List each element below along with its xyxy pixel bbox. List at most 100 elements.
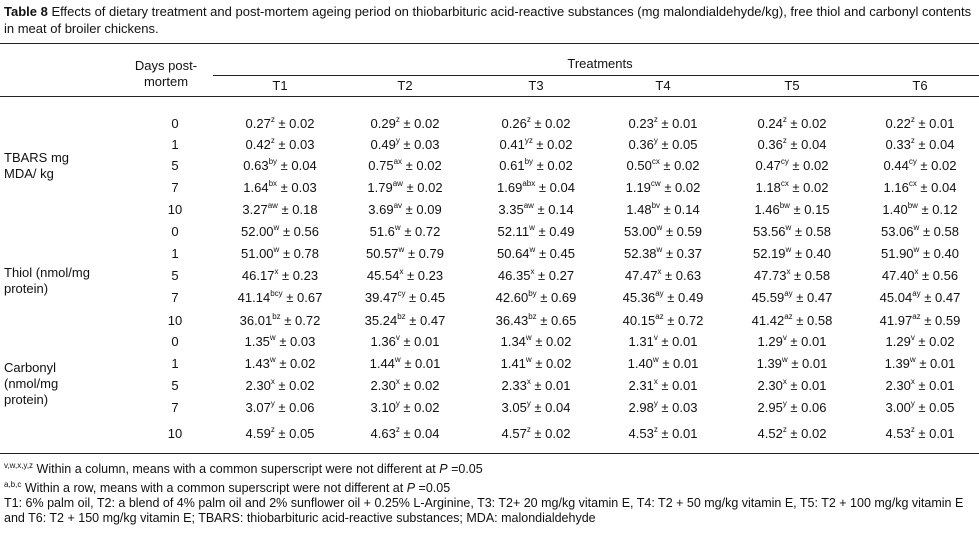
mean-value: 0.36: [757, 137, 783, 152]
mean-value: 53.56: [753, 224, 786, 239]
value-cell: 45.59ay ± 0.47: [727, 289, 857, 306]
superscript-letters: z: [653, 424, 658, 434]
mean-value: 0.42: [245, 137, 271, 152]
value-cell: 0.42z ± 0.03: [215, 136, 345, 153]
superscript-letters: z: [910, 114, 915, 124]
value-cell: 36.01bz ± 0.72: [215, 312, 345, 329]
value-cell: 51.90w ± 0.40: [855, 245, 979, 262]
superscript-letters: z: [395, 114, 400, 124]
superscript-letters: z: [910, 424, 915, 434]
standard-error: ± 0.12: [917, 202, 958, 217]
standard-error: ± 0.01: [658, 356, 699, 371]
standard-error: ± 0.02: [399, 400, 440, 415]
superscript-letters: aw: [392, 178, 403, 188]
mean-value: 1.29: [885, 334, 911, 349]
standard-error: ± 0.72: [280, 313, 321, 328]
value-cell: 1.39w ± 0.01: [855, 355, 979, 372]
mean-value: 50.64: [497, 246, 530, 261]
value-cell: 52.11w ± 0.49: [471, 223, 601, 240]
value-cell: 51.6w ± 0.72: [340, 223, 470, 240]
mean-value: 3.05: [501, 400, 527, 415]
mean-value: 1.39: [756, 356, 782, 371]
value-cell: 1.69abx ± 0.04: [471, 179, 601, 196]
value-cell: 2.33x ± 0.01: [471, 376, 601, 394]
value-cell: 3.69av ± 0.09: [340, 201, 470, 218]
mean-value: 0.22: [885, 116, 911, 131]
standard-error: ± 0.02: [402, 180, 443, 195]
value-cell: 0.26z ± 0.02: [471, 115, 601, 132]
mean-value: 2.98: [628, 400, 654, 415]
value-cell: 0.47cy ± 0.02: [727, 157, 857, 174]
value-cell: 0.41yz ± 0.02: [471, 136, 601, 153]
value-cell: 4.53z ± 0.01: [855, 424, 979, 442]
superscript-letters: bw: [907, 200, 918, 210]
standard-error: ± 0.02: [786, 116, 827, 131]
mean-value: 0.23: [628, 116, 654, 131]
standard-error: ± 0.45: [405, 290, 446, 305]
mean-value: 2.30: [245, 378, 271, 393]
mean-value: 4.53: [628, 426, 654, 441]
standard-error: ± 0.04: [786, 137, 827, 152]
standard-error: ± 0.58: [919, 224, 959, 239]
mean-value: 3.69: [368, 202, 394, 217]
value-cell: 0.22z ± 0.01: [855, 114, 979, 132]
standard-error: ± 0.01: [657, 116, 698, 131]
value-cell: 0.29z ± 0.02: [340, 114, 470, 132]
footnotes: v,w,x,y,z Within a column, means with a …: [4, 458, 976, 526]
superscript-letters: w: [525, 354, 532, 364]
value-cell: 2.98y ± 0.03: [598, 399, 728, 416]
standard-error: ± 0.04: [916, 180, 957, 195]
footnote-column-p: P: [439, 462, 448, 477]
value-cell: 53.56w ± 0.58: [727, 223, 857, 240]
standard-error: ± 0.02: [659, 158, 700, 173]
footnote-row: a,b,c Within a row, means with a common …: [4, 477, 976, 496]
value-cell: 0.75ax ± 0.02: [340, 157, 470, 174]
mean-value: 1.40: [627, 356, 653, 371]
mean-value: 47.40: [881, 268, 915, 283]
mean-value: 4.57: [501, 426, 527, 441]
footnote-row-sup: a,b,c: [4, 480, 22, 490]
superscript-letters: x: [910, 376, 915, 386]
mean-value: 0.47: [755, 158, 781, 173]
superscript-letters: y: [270, 398, 275, 408]
value-cell: 3.10y ± 0.02: [340, 399, 470, 416]
superscript-letters: cy: [908, 156, 917, 166]
mean-value: 45.59: [751, 290, 785, 305]
day-cell: 1: [171, 356, 179, 371]
standard-error: ± 0.47: [405, 313, 446, 328]
superscript-letters: y: [653, 135, 658, 145]
day-cell: 5: [171, 378, 179, 393]
superscript-letters: y: [910, 398, 915, 408]
mean-value: 36.01: [239, 313, 273, 328]
mean-value: 4.59: [245, 426, 271, 441]
standard-error: ± 0.06: [786, 400, 827, 415]
value-cell: 39.47cy ± 0.45: [340, 289, 470, 306]
mean-value: 0.75: [368, 158, 394, 173]
standard-error: ± 0.27: [534, 268, 575, 283]
superscript-letters: z: [782, 135, 787, 145]
standard-error: ± 0.03: [277, 180, 317, 195]
superscript-letters: w: [269, 332, 276, 342]
standard-error: ± 0.02: [660, 180, 701, 195]
value-cell: 0.33z ± 0.04: [855, 136, 979, 153]
superscript-letters: x: [526, 376, 531, 386]
value-cell: 2.30x ± 0.02: [340, 377, 470, 394]
mean-value: 52.19: [753, 246, 786, 261]
superscript-letters: v: [395, 332, 400, 342]
mean-value: 1.35: [244, 334, 270, 349]
column-header-t6: T6: [912, 78, 928, 93]
superscript-letters: x: [914, 266, 919, 276]
standard-error: ± 0.23: [403, 268, 444, 283]
superscript-letters: y: [782, 398, 787, 408]
superscript-letters: x: [653, 376, 658, 386]
standard-error: ± 0.01: [914, 378, 955, 393]
mean-value: 1.64: [243, 180, 269, 195]
value-cell: 0.63by ± 0.04: [215, 157, 345, 174]
superscript-letters: w: [398, 244, 405, 254]
value-cell: 1.44w ± 0.01: [340, 355, 470, 372]
mean-value: 1.16: [883, 180, 909, 195]
mean-value: 0.41: [499, 137, 525, 152]
standard-error: ± 0.04: [535, 180, 575, 195]
value-cell: 2.95y ± 0.06: [727, 398, 857, 416]
standard-error: ± 0.09: [402, 202, 442, 217]
